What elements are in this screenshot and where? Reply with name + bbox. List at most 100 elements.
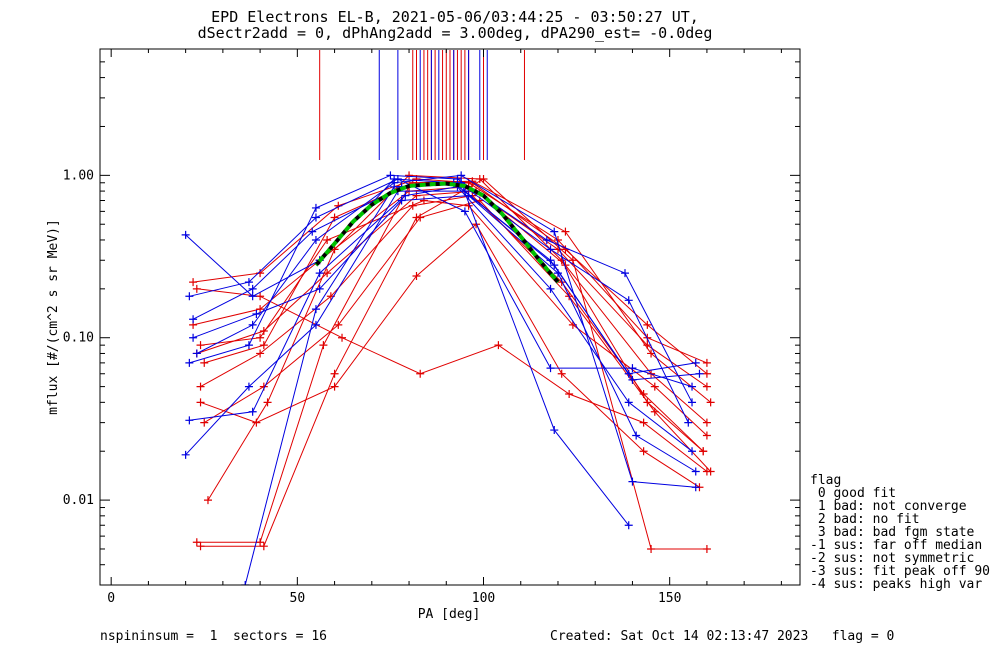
data-point-red <box>561 227 570 236</box>
y-tick-label: 1.00 <box>63 168 94 183</box>
data-point-blue <box>311 305 320 314</box>
data-point-blue <box>248 320 257 329</box>
series-line-blue <box>189 178 693 388</box>
axes: 0 50 100 150 0.01 0.10 1.00 <box>63 48 800 606</box>
plot-area <box>181 50 715 585</box>
data-point-red <box>256 305 265 314</box>
x-tick-label: 50 <box>290 591 306 606</box>
data-point-blue <box>248 284 257 293</box>
data-point-red <box>702 358 711 367</box>
legend-item: -1 sus: far off median <box>810 538 982 553</box>
data-point-red <box>192 538 201 547</box>
data-point-blue <box>181 450 190 459</box>
data-point-blue <box>252 309 261 318</box>
data-point-blue <box>185 358 194 367</box>
data-point-red <box>200 358 209 367</box>
data-point-blue <box>248 407 257 416</box>
x-tick-label: 0 <box>107 591 115 606</box>
data-point-red <box>334 320 343 329</box>
series-line-blue <box>196 174 696 488</box>
data-point-blue <box>311 203 320 212</box>
x-axis-label: PA [deg] <box>418 607 481 622</box>
data-point-red <box>702 544 711 553</box>
data-point-blue <box>624 296 633 305</box>
series-line-blue <box>189 186 693 452</box>
data-point-red <box>412 213 421 222</box>
data-point-blue <box>311 320 320 329</box>
data-point-blue <box>624 521 633 530</box>
series-line-blue <box>244 182 630 585</box>
data-point-blue <box>457 171 466 180</box>
data-point-red <box>647 349 656 358</box>
data-point-blue <box>393 174 402 183</box>
data-point-red <box>702 431 711 440</box>
x-tick-label: 100 <box>472 591 495 606</box>
data-point-blue <box>315 284 324 293</box>
data-point-blue <box>189 315 198 324</box>
data-point-red <box>643 398 652 407</box>
data-point-blue <box>550 426 559 435</box>
data-point-blue <box>311 213 320 222</box>
series-line-red <box>207 174 704 501</box>
data-point-red <box>416 369 425 378</box>
series-line-blue <box>192 195 696 472</box>
data-point-red <box>557 278 566 287</box>
data-point-blue <box>553 269 562 278</box>
series-line-red <box>200 199 708 436</box>
data-point-blue <box>244 278 253 287</box>
data-point-red <box>259 341 268 350</box>
data-point-blue <box>628 477 637 486</box>
data-point-red <box>702 382 711 391</box>
data-point-red <box>643 320 652 329</box>
data-point-red <box>639 447 648 456</box>
data-point-red <box>200 418 209 427</box>
data-point-blue <box>624 398 633 407</box>
series-line-red <box>193 178 708 375</box>
data-point-red <box>330 382 339 391</box>
data-point-blue <box>311 235 320 244</box>
legend-item: 0 good fit <box>810 486 896 501</box>
footer-right: Created: Sat Oct 14 02:13:47 2023 flag =… <box>550 629 894 644</box>
data-point-blue <box>695 369 704 378</box>
series-line-blue <box>189 174 693 403</box>
data-point-red <box>256 349 265 358</box>
data-point-red <box>557 369 566 378</box>
data-point-red <box>323 235 332 244</box>
data-point-red <box>706 398 715 407</box>
data-point-red <box>702 418 711 427</box>
data-point-red <box>196 398 205 407</box>
data-point-blue <box>401 191 410 200</box>
series-line-red <box>196 190 708 423</box>
data-point-red <box>494 341 503 350</box>
data-point-blue <box>628 364 637 373</box>
y-tick-label: 0.01 <box>63 493 94 508</box>
data-point-red <box>203 496 212 505</box>
legend-item: -4 sus: peaks high var <box>810 577 982 592</box>
series-line-red <box>196 288 708 472</box>
data-point-red <box>557 256 566 265</box>
series-line-red <box>200 223 700 488</box>
plot-frame <box>99 48 801 586</box>
data-point-blue <box>181 230 190 239</box>
data-point-red <box>189 278 198 287</box>
y-tick-label: 0.10 <box>63 331 94 346</box>
data-point-red <box>256 292 265 301</box>
x-tick-label: 150 <box>658 591 681 606</box>
data-point-red <box>330 369 339 378</box>
data-point-red <box>196 341 205 350</box>
data-point-red <box>256 333 265 342</box>
legend-item: -2 sus: not symmetric <box>810 551 974 566</box>
data-point-blue <box>632 431 641 440</box>
data-point-red <box>568 256 577 265</box>
data-point-blue <box>542 235 551 244</box>
legend-title: flag <box>810 473 841 488</box>
data-point-red <box>196 382 205 391</box>
legend-item: -3 sus: fit peak off 90 <box>810 564 990 579</box>
data-point-red <box>256 538 265 547</box>
data-point-red <box>263 398 272 407</box>
series-line-blue <box>185 178 696 375</box>
data-point-red <box>412 191 421 200</box>
data-point-red <box>192 284 201 293</box>
data-point-blue <box>691 467 700 476</box>
